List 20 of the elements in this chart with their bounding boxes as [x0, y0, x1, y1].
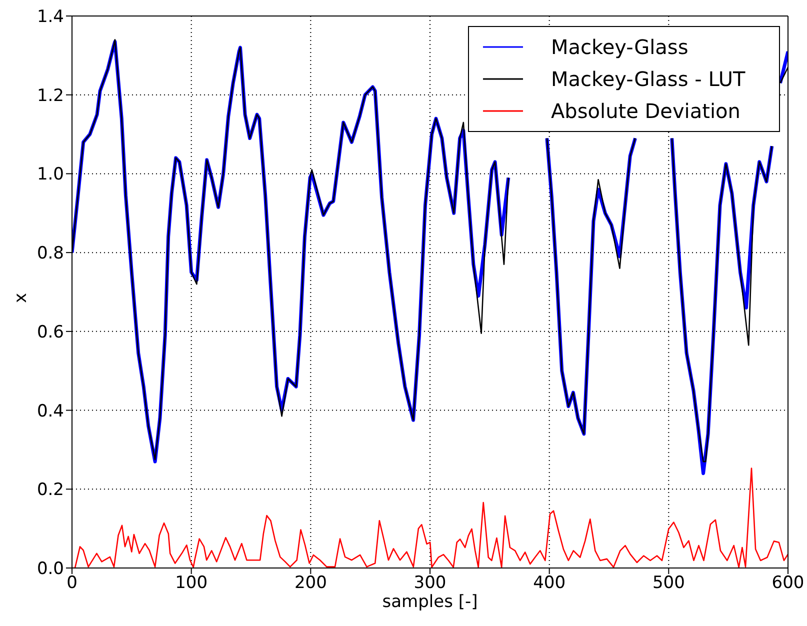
x-tick-label: 500	[652, 573, 685, 594]
y-tick-label: 1.0	[36, 164, 64, 185]
x-tick-label: 200	[294, 573, 327, 594]
y-tick-label: 1.4	[36, 7, 64, 28]
x-tick-label: 400	[533, 573, 566, 594]
y-tick-label: 0.8	[36, 244, 64, 264]
legend-label: Absolute Deviation	[551, 99, 740, 123]
y-tick-label: 0.4	[36, 401, 64, 422]
y-tick-label: 0.2	[36, 480, 64, 500]
x-tick-label: 600	[772, 573, 804, 594]
legend-label: Mackey-Glass - LUT	[551, 67, 746, 91]
y-tick-label: 0.0	[36, 559, 64, 580]
x-tick-label: 100	[175, 573, 208, 594]
x-axis-title: samples [-]	[381, 592, 479, 612]
x-tick-label: 0	[66, 573, 78, 594]
y-tick-label: 1.2	[36, 86, 64, 106]
y-axis-title: x	[11, 292, 31, 306]
x-tick-label: 300	[414, 573, 446, 594]
y-tick-label: 0.6	[36, 322, 64, 342]
legend-label: Mackey-Glass	[551, 35, 688, 59]
